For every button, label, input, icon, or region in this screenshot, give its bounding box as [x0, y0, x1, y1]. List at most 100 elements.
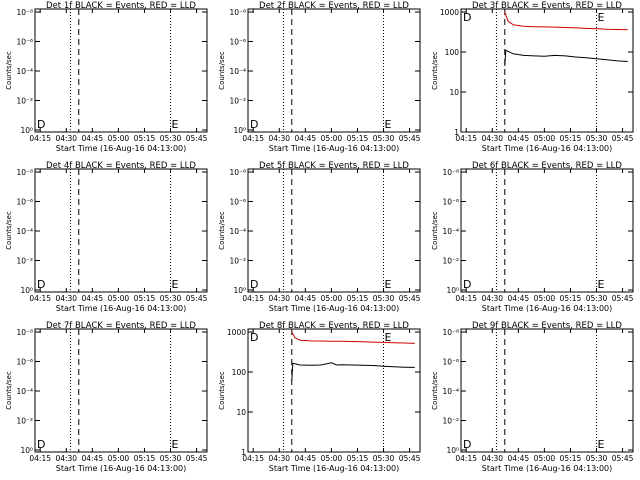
x-tick-label: 04:30 [268, 454, 290, 463]
y-tick-label: 100 [232, 368, 247, 377]
x-tick-label: 05:00 [534, 134, 556, 143]
x-tick-label: 04:15 [455, 134, 477, 143]
x-tick-label: 05:00 [321, 454, 343, 463]
panel-title: Det 6f BLACK = Events, RED = LLD [472, 161, 622, 171]
detector-panel: Det 9f BLACK = Events, RED = LLD Counts/s… [431, 321, 634, 473]
y-tick-label: 1000 [440, 8, 459, 17]
x-tick-label: 04:15 [242, 454, 264, 463]
detector-panel: Det 7f BLACK = Events, RED = LLD Counts/s… [5, 321, 208, 473]
x-tick-label: 05:45 [612, 134, 634, 143]
x-tick-label: 04:45 [82, 454, 104, 463]
x-tick-label: 04:30 [55, 454, 77, 463]
marker-e: E [598, 438, 605, 451]
plot-frame [460, 8, 634, 133]
x-tick-label: 05:45 [186, 454, 208, 463]
marker-d: D [250, 278, 258, 291]
x-tick-label: 05:00 [108, 294, 130, 303]
y-tick-label: 10⁻⁸ [229, 168, 246, 177]
detector-panel: Det 8f BLACK = Events, RED = LLD Counts/s… [218, 321, 421, 473]
x-tick-label: 05:30 [586, 454, 608, 463]
x-tick-label: 05:30 [160, 134, 182, 143]
y-tick-label: 10⁻⁴ [16, 387, 33, 396]
x-tick-label: 05:00 [108, 134, 130, 143]
x-tick-label: 04:45 [295, 294, 317, 303]
x-axis-label: Start Time (16-Aug-16 04:13:00) [482, 464, 613, 473]
x-axis-label: Start Time (16-Aug-16 04:13:00) [482, 304, 613, 313]
rate-series-line [291, 331, 415, 344]
y-tick-label: 10⁻⁴ [16, 227, 33, 236]
marker-d: D [463, 278, 471, 291]
x-axis-label: Start Time (16-Aug-16 04:13:00) [56, 304, 187, 313]
y-tick-label: 10⁻⁶ [16, 38, 33, 47]
x-tick-label: 04:30 [55, 294, 77, 303]
detector-panel: Det 4f BLACK = Events, RED = LLD Counts/s… [5, 161, 208, 313]
y-tick-label: 10⁻⁴ [442, 227, 459, 236]
panel-title: Det 2f BLACK = Events, RED = LLD [259, 1, 409, 11]
x-axis-label: Start Time (16-Aug-16 04:13:00) [56, 144, 187, 153]
y-tick-label: 10⁻⁶ [442, 198, 459, 207]
marker-d: D [37, 278, 45, 291]
marker-e: E [172, 438, 179, 451]
x-tick-label: 05:15 [560, 454, 582, 463]
y-tick-label: 10 [236, 408, 246, 417]
y-tick-label: 1 [454, 128, 459, 137]
x-tick-label: 05:00 [321, 294, 343, 303]
y-tick-label: 10⁻² [229, 97, 246, 106]
y-tick-label: 10⁻² [16, 417, 33, 426]
y-axis-label: Counts/sec [5, 371, 13, 410]
panel-title: Det 4f BLACK = Events, RED = LLD [46, 161, 196, 171]
y-tick-label: 10⁻² [229, 257, 246, 266]
y-tick-label: 1000 [227, 328, 246, 337]
marker-e: E [172, 118, 179, 131]
x-tick-label: 05:30 [160, 294, 182, 303]
x-tick-label: 05:00 [108, 454, 130, 463]
plot-frame [34, 168, 208, 293]
y-axis-label: Counts/sec [218, 51, 226, 90]
plot-frame [34, 8, 208, 133]
y-tick-label: 10⁰ [446, 446, 459, 455]
x-tick-label: 04:45 [295, 454, 317, 463]
x-tick-label: 04:30 [268, 294, 290, 303]
y-tick-label: 10⁻⁴ [229, 227, 246, 236]
y-axis-label: Counts/sec [431, 51, 439, 90]
y-tick-label: 10 [449, 88, 459, 97]
x-tick-label: 05:00 [534, 294, 556, 303]
y-tick-label: 10⁻⁶ [229, 38, 246, 47]
x-tick-label: 04:45 [82, 134, 104, 143]
detector-panel: Det 3f BLACK = Events, RED = LLD Counts/s… [431, 1, 634, 153]
detector-panel: Det 6f BLACK = Events, RED = LLD Counts/s… [431, 161, 634, 313]
y-tick-label: 10⁰ [20, 446, 33, 455]
plot-frame [247, 168, 421, 293]
plot-frame [34, 328, 208, 453]
x-tick-label: 05:30 [586, 294, 608, 303]
marker-e: E [385, 278, 392, 291]
x-axis-label: Start Time (16-Aug-16 04:13:00) [269, 304, 400, 313]
x-tick-label: 05:45 [612, 294, 634, 303]
marker-e: E [385, 118, 392, 131]
y-tick-label: 10⁻² [442, 417, 459, 426]
y-tick-label: 10⁻⁶ [229, 198, 246, 207]
y-tick-label: 10⁻⁸ [229, 8, 246, 17]
x-tick-label: 05:15 [347, 454, 369, 463]
y-tick-label: 10⁻² [442, 257, 459, 266]
y-tick-label: 10⁻⁸ [16, 328, 33, 337]
x-tick-label: 04:15 [242, 134, 264, 143]
y-axis-label: Counts/sec [5, 51, 13, 90]
y-tick-label: 10⁻⁶ [442, 358, 459, 367]
panel-title: Det 8f BLACK = Events, RED = LLD [259, 321, 409, 331]
x-tick-label: 04:45 [82, 294, 104, 303]
y-axis-label: Counts/sec [431, 211, 439, 250]
x-tick-label: 05:15 [560, 134, 582, 143]
x-tick-label: 04:30 [481, 454, 503, 463]
x-tick-label: 05:30 [586, 134, 608, 143]
y-tick-label: 10⁻⁶ [16, 358, 33, 367]
marker-d: D [37, 118, 45, 131]
rate-series-line [504, 11, 628, 31]
marker-e: E [172, 278, 179, 291]
y-tick-label: 10⁰ [20, 126, 33, 135]
panel-title: Det 5f BLACK = Events, RED = LLD [259, 161, 409, 171]
panel-title: Det 1f BLACK = Events, RED = LLD [46, 1, 196, 11]
y-tick-label: 10⁰ [233, 286, 246, 295]
x-axis-label: Start Time (16-Aug-16 04:13:00) [269, 464, 400, 473]
